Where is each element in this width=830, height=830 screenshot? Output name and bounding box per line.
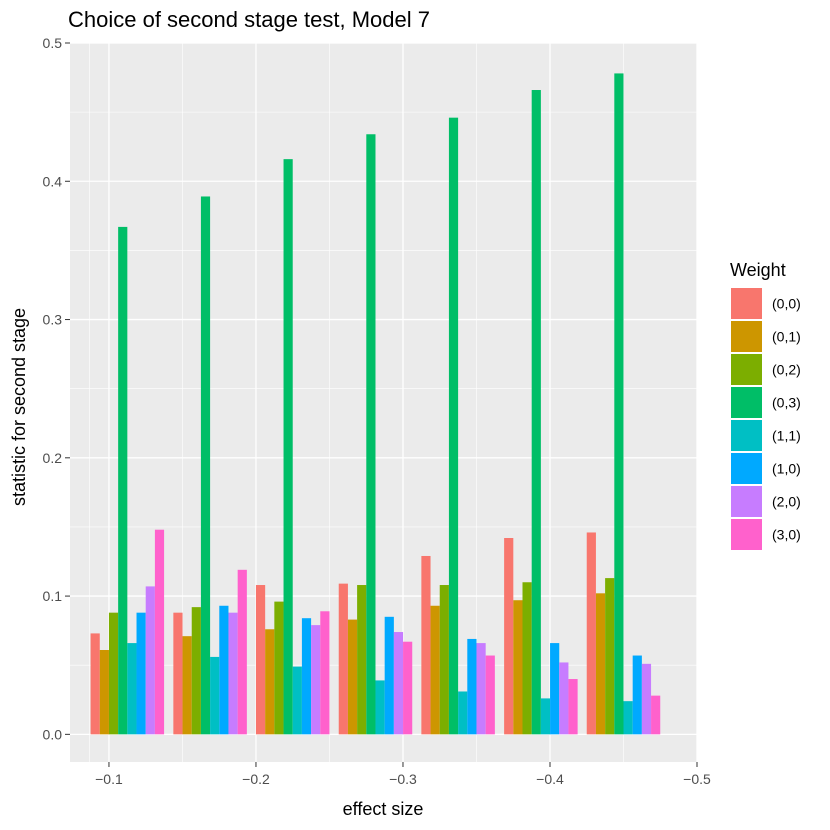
bar-0-1-group-6 [513,600,523,735]
bar-0-0-group-2 [173,612,183,735]
bar-0-2-group-2 [191,607,201,735]
bar-3-0-group-2 [237,569,247,735]
bar-0-2-group-1 [108,612,119,735]
bar-3-0-group-4 [403,641,413,735]
bar-2-0-group-4 [393,632,404,735]
axes: 0.0 0.1 0.2 0.3 0.4 0.5 −0.1 −0.2 −0.3 −0.4 −0.5 [43,35,712,787]
bar-1-1-group-3 [292,666,302,735]
legend-key [731,519,762,550]
legend-label: (1,0) [772,461,801,477]
bar-1-0-group-6 [550,643,560,735]
bar-0-3-group-7 [614,73,624,735]
legend-label: (0,3) [772,395,801,411]
x-tick-label: −0.2 [242,771,270,787]
bar-0-2-group-4 [357,585,367,735]
bar-0-2-group-7 [605,578,615,735]
bar-0-2-group-3 [274,601,284,735]
legend-key [731,486,762,517]
bar-3-0-group-5 [485,655,495,735]
x-tick-label: −0.5 [683,771,711,787]
bar-1-0-group-4 [384,616,394,735]
bar-2-0-group-2 [228,612,238,735]
legend-label: (3,0) [772,527,801,543]
bar-1-1-group-7 [623,701,633,735]
y-axis-title: statistic for second stage [9,308,29,506]
bar-1-0-group-7 [632,655,642,735]
y-tick-label: 0.3 [43,312,63,328]
bar-0-1-group-4 [347,619,358,735]
bar-1-0-group-2 [219,605,229,735]
y-tick-label: 0.0 [43,726,63,742]
bar-0-2-group-6 [522,582,532,735]
bar-0-3-group-2 [200,196,211,735]
legend: Weight (0,0) (0,1) (0,2) (0,3) (1,1) (1,0) (2,… [730,260,801,550]
bar-0-0-group-7 [586,532,596,735]
bar-0-1-group-2 [182,636,192,735]
bar-1-1-group-1 [127,643,137,735]
bar-0-3-group-3 [283,159,293,735]
bar-0-0-group-1 [90,633,100,735]
bar-0-1-group-7 [595,593,606,735]
x-tick-label: −0.3 [389,771,417,787]
bar-0-0-group-3 [255,585,266,735]
bar-0-3-group-1 [118,226,128,735]
bar-2-0-group-5 [476,643,486,735]
legend-label: (0,0) [772,296,801,312]
bar-1-0-group-1 [136,612,146,735]
legend-label: (0,2) [772,362,801,378]
x-tick-label: −0.4 [536,771,564,787]
bar-1-0-group-5 [467,638,477,735]
legend-label: (0,1) [772,329,801,345]
legend-label: (1,1) [772,428,801,444]
legend-label: (2,0) [772,494,801,510]
y-tick-label: 0.2 [43,450,63,466]
bar-0-1-group-3 [265,629,275,735]
bar-1-1-group-2 [210,656,220,735]
bar-0-0-group-4 [338,583,348,735]
bar-2-0-group-3 [311,625,321,735]
legend-key [731,387,762,418]
bar-1-1-group-4 [375,680,385,735]
legend-key [731,288,762,319]
bar-0-0-group-5 [421,555,431,735]
bar-0-0-group-6 [504,538,514,735]
bar-2-0-group-1 [145,586,155,735]
bars [90,73,661,735]
legend-key [731,321,762,352]
bar-0-3-group-6 [531,90,541,735]
bar-1-1-group-5 [458,691,468,735]
legend-key [731,420,762,451]
y-tick-label: 0.5 [43,35,63,51]
bar-0-1-group-5 [430,605,440,735]
bar-3-0-group-7 [651,695,661,735]
chart-title: Choice of second stage test, Model 7 [68,7,430,32]
bar-2-0-group-6 [559,662,569,735]
y-tick-label: 0.1 [43,588,63,604]
bar-0-1-group-1 [99,650,109,735]
bar-3-0-group-1 [154,529,165,735]
bar-0-3-group-5 [448,117,459,735]
legend-title: Weight [730,260,786,280]
bar-0-2-group-5 [439,585,449,735]
x-axis-title: effect size [343,799,424,819]
bar-1-0-group-3 [301,618,312,735]
legend-key [731,354,762,385]
bar-0-3-group-4 [366,134,376,735]
bar-1-1-group-6 [540,698,551,735]
x-tick-label: −0.1 [95,771,123,787]
bar-3-0-group-6 [568,679,578,735]
legend-key [731,453,762,484]
bar-2-0-group-7 [641,663,652,735]
y-tick-label: 0.4 [43,173,63,189]
bar-3-0-group-3 [320,611,330,735]
